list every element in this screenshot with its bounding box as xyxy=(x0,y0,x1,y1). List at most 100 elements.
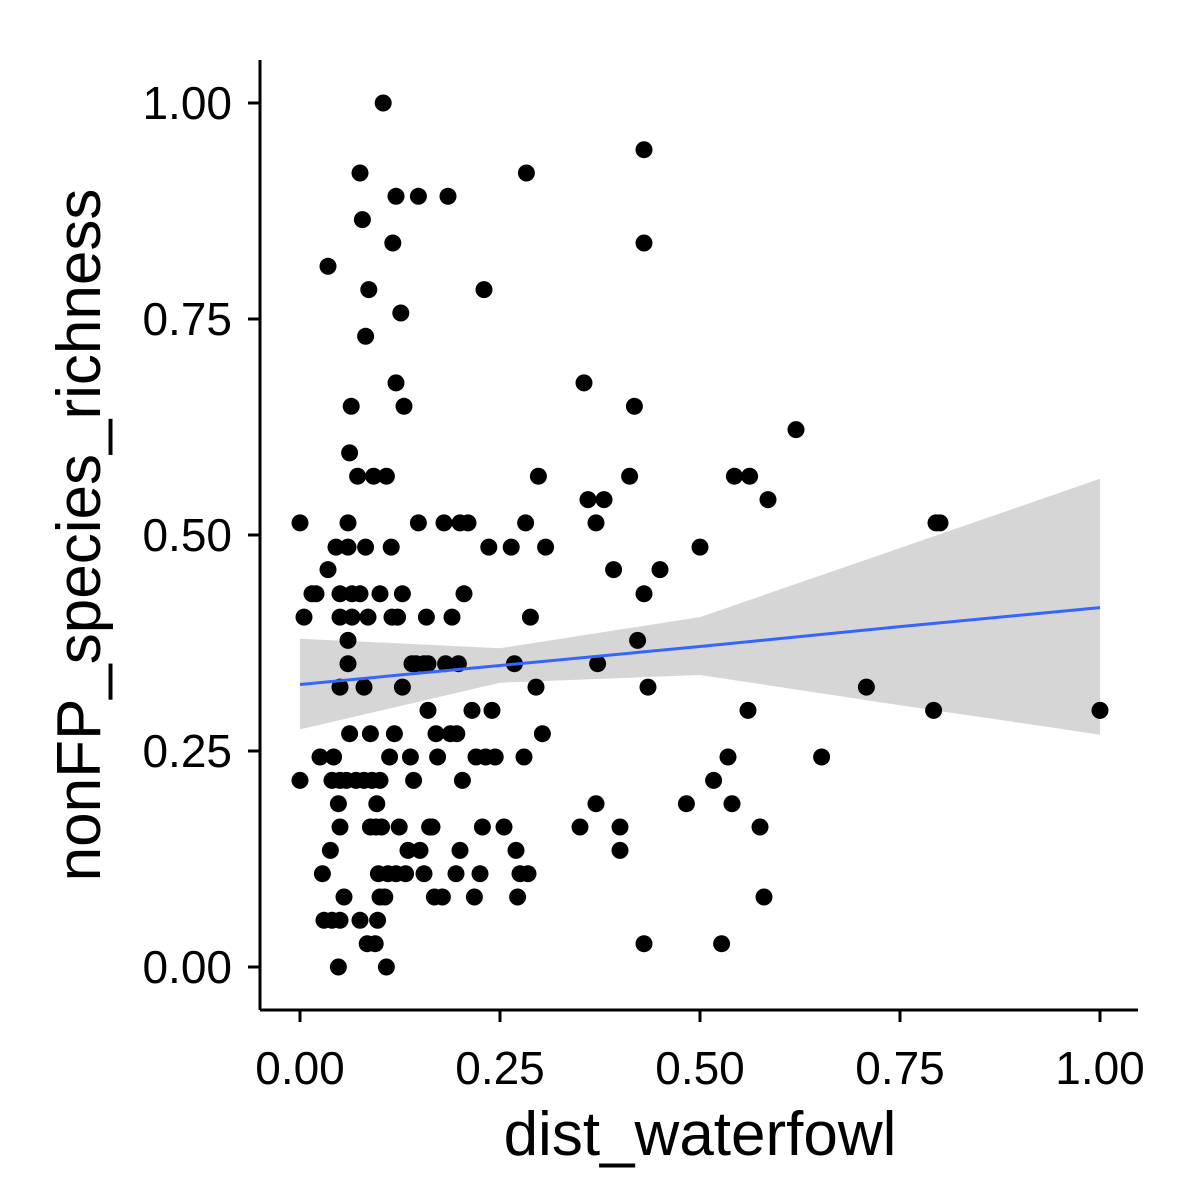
data-point xyxy=(427,725,445,743)
data-point xyxy=(480,538,498,556)
y-tick-label: 0.50 xyxy=(142,509,232,561)
data-point xyxy=(331,911,349,929)
data-point xyxy=(399,841,417,859)
data-point xyxy=(857,678,875,696)
data-point xyxy=(395,397,413,415)
fit-line-layer xyxy=(299,606,1101,686)
data-point xyxy=(393,585,411,603)
data-point xyxy=(355,678,373,696)
data-point xyxy=(611,841,629,859)
data-point xyxy=(371,771,389,789)
confidence-band xyxy=(300,478,1100,735)
data-point xyxy=(295,608,313,626)
data-point xyxy=(373,818,391,836)
data-point xyxy=(377,467,395,485)
data-point xyxy=(443,608,461,626)
data-point xyxy=(329,795,347,813)
data-point xyxy=(787,421,805,439)
data-point xyxy=(423,818,441,836)
data-point xyxy=(723,795,741,813)
data-point xyxy=(381,748,399,766)
y-tick-label: 0.25 xyxy=(142,725,232,777)
data-point xyxy=(579,491,597,509)
x-tick-label: 0.50 xyxy=(655,1042,745,1094)
y-tick-label: 1.00 xyxy=(142,77,232,129)
data-point xyxy=(366,935,384,953)
data-point xyxy=(409,187,427,205)
data-point xyxy=(360,281,378,299)
data-point xyxy=(376,888,394,906)
data-point xyxy=(755,888,773,906)
data-point xyxy=(377,958,395,976)
data-point xyxy=(369,911,387,929)
data-point xyxy=(713,935,731,953)
data-point xyxy=(517,514,535,532)
data-point xyxy=(419,655,437,673)
data-point xyxy=(307,585,325,603)
data-point xyxy=(517,164,535,182)
data-point xyxy=(390,818,408,836)
data-point xyxy=(401,748,419,766)
data-point xyxy=(359,608,377,626)
data-point xyxy=(453,771,471,789)
data-point xyxy=(339,514,357,532)
regression-line xyxy=(299,606,1101,686)
confidence-band-layer xyxy=(300,478,1100,735)
data-point xyxy=(625,397,643,415)
data-point xyxy=(387,187,405,205)
data-point xyxy=(327,538,345,556)
x-tick-label: 1.00 xyxy=(1055,1042,1145,1094)
data-point xyxy=(651,561,669,579)
data-point xyxy=(429,748,447,766)
data-point xyxy=(571,818,589,836)
data-point xyxy=(382,538,400,556)
data-point xyxy=(471,865,489,883)
data-point xyxy=(813,748,831,766)
data-point xyxy=(365,467,383,485)
data-point xyxy=(385,725,403,743)
data-point xyxy=(587,514,605,532)
data-point xyxy=(455,585,473,603)
data-point xyxy=(759,491,777,509)
data-point xyxy=(311,748,329,766)
data-point xyxy=(291,514,309,532)
data-point xyxy=(447,865,465,883)
x-tick-label: 0.75 xyxy=(855,1042,945,1094)
data-point xyxy=(393,678,411,696)
data-point xyxy=(483,701,501,719)
data-point xyxy=(353,211,371,229)
data-point xyxy=(331,818,349,836)
data-point xyxy=(1091,701,1109,719)
data-point xyxy=(635,585,653,603)
data-point xyxy=(349,467,367,485)
data-point xyxy=(389,608,407,626)
y-tick-label: 0.75 xyxy=(142,293,232,345)
data-point xyxy=(331,585,349,603)
data-point xyxy=(459,514,477,532)
data-point xyxy=(465,888,483,906)
data-point xyxy=(329,958,347,976)
data-point xyxy=(605,561,623,579)
data-point xyxy=(691,538,709,556)
y-axis-title: nonFP_species_richness xyxy=(45,189,114,882)
data-point xyxy=(313,865,331,883)
data-point xyxy=(341,444,359,462)
data-point xyxy=(475,281,493,299)
data-point xyxy=(629,631,647,649)
data-point xyxy=(739,701,757,719)
x-tick-label: 0.00 xyxy=(255,1042,345,1094)
data-point xyxy=(635,935,653,953)
data-point xyxy=(405,771,423,789)
data-point xyxy=(507,841,525,859)
data-point xyxy=(371,585,389,603)
data-point xyxy=(635,234,653,252)
x-tick-label: 0.25 xyxy=(455,1042,545,1094)
data-point xyxy=(439,187,457,205)
data-point xyxy=(341,725,359,743)
data-point xyxy=(331,678,349,696)
data-point xyxy=(931,514,949,532)
data-point xyxy=(357,327,375,345)
data-point xyxy=(368,795,386,813)
points-layer xyxy=(291,94,1109,976)
axes-layer: 0.00 0.25 0.50 0.75 1.00 0.00 0.25 0.50 0.75 1.00 xyxy=(142,60,1145,1094)
